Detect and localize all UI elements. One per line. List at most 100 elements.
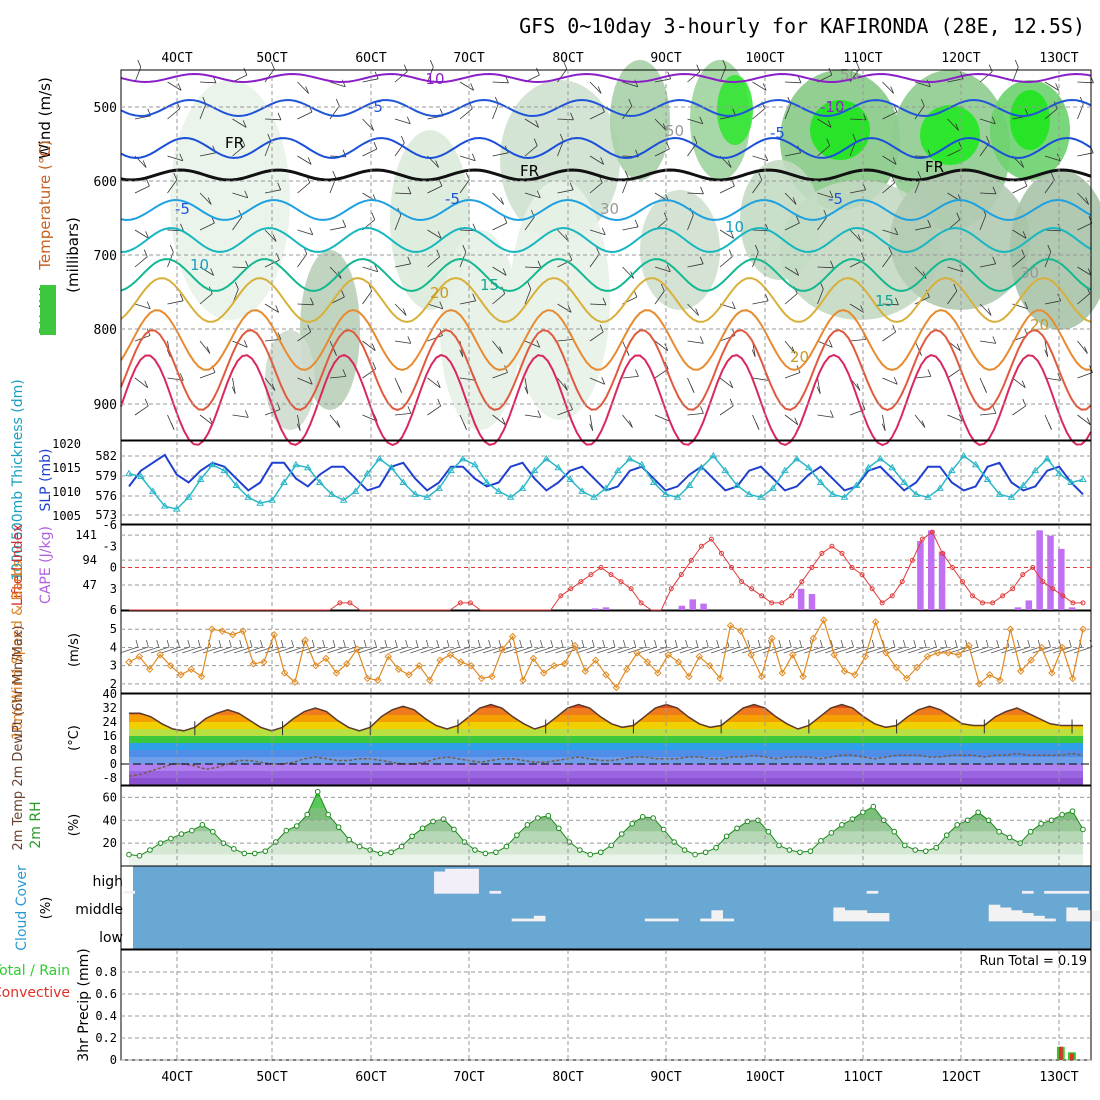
li-marker: [608, 572, 614, 578]
wind-barb-feather: [791, 346, 796, 354]
rh-tick: 40: [103, 813, 117, 827]
rh-bands: [129, 791, 1083, 866]
thickness-marker: [566, 475, 575, 483]
wind-barb: [1044, 340, 1049, 357]
rh-marker: [314, 788, 321, 795]
wind-10m-panel: 5 4 3 2: [110, 610, 1093, 694]
wind-barb-10m: [648, 646, 667, 654]
temp-contour: [120, 72, 1092, 84]
wind-barb-10m-feather: [882, 639, 885, 648]
wind-marker: [488, 672, 496, 681]
wind-barb: [427, 303, 443, 310]
thickness-marker: [148, 487, 157, 494]
wind-barb-feather: [792, 197, 797, 205]
wind-barb-feather: [731, 178, 735, 187]
wind-barb: [719, 405, 734, 416]
rh-marker: [765, 828, 772, 835]
rh-shade: [717, 75, 753, 145]
wind-barb-10m: [182, 646, 201, 654]
wind-barb-feather: [470, 83, 475, 91]
thickness-marker: [709, 451, 718, 459]
wind-barb-feather: [499, 346, 503, 354]
wind-barb-10m: [690, 646, 709, 654]
wind-barb-feather: [695, 308, 700, 316]
li-marker: [990, 600, 996, 606]
li-marker: [729, 565, 735, 570]
thickness-marker: [697, 463, 706, 471]
wind-barb: [524, 118, 539, 128]
wind-barb-10m: [949, 646, 968, 654]
wind-barb: [427, 185, 443, 194]
wind-barb: [849, 303, 864, 313]
wind-marker: [612, 683, 621, 692]
cape-bar: [678, 605, 686, 610]
precip-tick: 0.8: [95, 965, 117, 979]
wind-barb: [524, 288, 532, 305]
wind-barb: [459, 377, 476, 381]
wind-barb-feather: [308, 377, 313, 385]
wind-barb-10m: [721, 646, 740, 654]
cloud-middle: [722, 918, 735, 922]
rh-marker: [451, 826, 457, 833]
precip-panel: 0.8 0.6 0.4 0.2 0 Run Total = 0.19: [95, 949, 1092, 1067]
wind-barb: [817, 266, 834, 269]
wind-barb: [947, 290, 958, 305]
wind-barb: [427, 377, 441, 389]
temp-band: [129, 729, 1083, 736]
cloud-middle: [655, 918, 668, 922]
wind-barb: [264, 68, 275, 83]
thickness-marker: [721, 466, 730, 474]
temp-contour: [120, 136, 1092, 160]
precip-conv-bar: [1069, 1053, 1074, 1060]
wind-marker: [903, 674, 911, 683]
thickness-marker: [506, 493, 515, 500]
li-tick: -6: [103, 518, 117, 532]
rh-band: [129, 791, 1083, 798]
rh-marker: [650, 815, 656, 821]
wind-barb: [914, 226, 931, 231]
cloud-middle: [1088, 910, 1100, 922]
wind-barb: [297, 414, 301, 431]
ylabel-rh2m: 2m RH: [28, 801, 44, 848]
wind-barb: [752, 377, 769, 381]
wind-barb-10m: [596, 646, 616, 654]
thickness-marker: [256, 499, 265, 506]
li-marker: [829, 543, 835, 549]
wind-barb-feather: [439, 301, 444, 309]
wind-barb-10m-feather: [436, 639, 440, 648]
cloud-high: [1066, 890, 1078, 894]
wind-barb-feather: [371, 343, 376, 351]
wind-barb-feather: [700, 406, 704, 414]
thickness-marker: [315, 478, 324, 485]
rh-marker: [409, 833, 415, 840]
wind-barb-feather: [597, 86, 602, 94]
wind-barb-feather: [1086, 417, 1091, 425]
wind-barb: [134, 256, 148, 268]
li-marker: [749, 586, 755, 592]
wind-barb-10m-feather: [187, 639, 191, 648]
wind-barb-10m-feather: [384, 639, 388, 648]
wind-barb-feather: [893, 104, 898, 113]
wind-barb-10m: [970, 646, 989, 654]
wind-barb: [622, 81, 638, 88]
wind-marker: [301, 636, 309, 644]
wind-barb-feather: [955, 123, 960, 131]
thickness-marker: [840, 493, 849, 500]
wind-barb-feather: [1055, 83, 1060, 91]
wind-marker: [166, 661, 175, 670]
thickness-marker: [447, 466, 455, 474]
cape-lifted-index-panel: -6 -3 0 3 6 141 94 47: [75, 518, 1092, 617]
contour-label: -5: [828, 190, 843, 208]
cloud-level-middle: middle: [75, 902, 123, 918]
cape-bar: [938, 551, 946, 610]
thickness-marker: [423, 493, 432, 500]
wind-barb-10m: [379, 646, 398, 654]
wind-barb: [199, 81, 217, 84]
unit-wind10: (m/s): [67, 633, 82, 667]
wind-barb-feather: [1020, 160, 1025, 168]
wind-barb-10m: [482, 646, 502, 654]
wind-barb-10m-feather: [737, 639, 740, 648]
wind-barb: [459, 179, 470, 194]
wind-barb: [167, 108, 180, 120]
rh-marker: [1069, 808, 1076, 814]
